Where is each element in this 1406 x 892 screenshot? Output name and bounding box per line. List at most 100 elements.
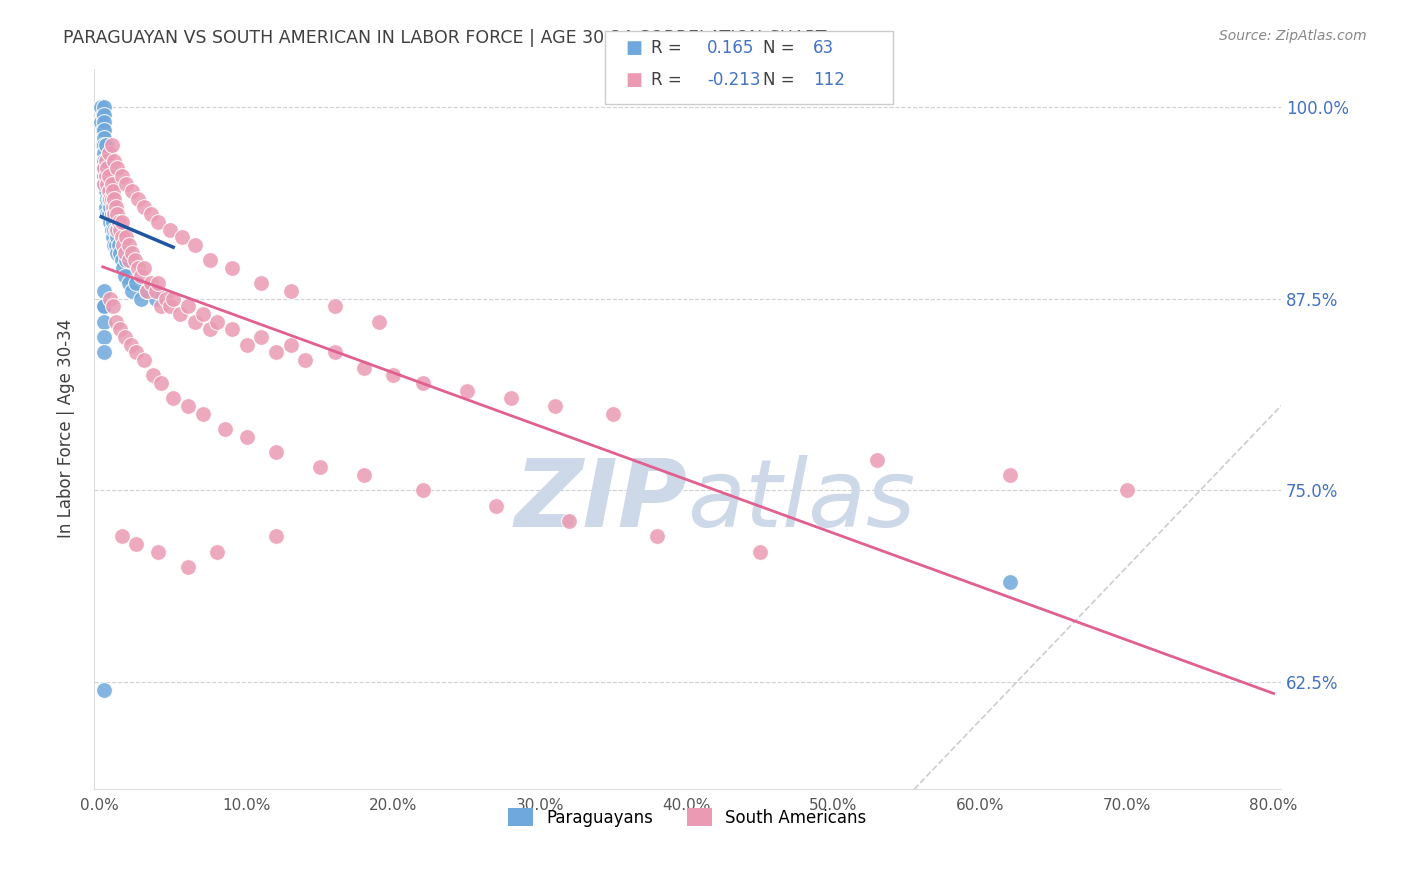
Point	[101, 230, 124, 244]
Point	[103, 207, 125, 221]
Point	[93, 153, 115, 168]
Point	[198, 253, 221, 268]
Point	[100, 177, 122, 191]
Point	[294, 352, 316, 367]
Point	[367, 314, 389, 328]
Point	[205, 314, 228, 328]
Point	[499, 391, 522, 405]
Point	[94, 138, 117, 153]
Point	[145, 292, 167, 306]
Point	[124, 253, 146, 268]
Point	[96, 192, 118, 206]
Point	[412, 376, 434, 390]
Point	[100, 222, 122, 236]
Point	[107, 161, 129, 176]
Point	[110, 245, 132, 260]
Point	[177, 399, 200, 413]
Point	[94, 184, 117, 198]
Point	[115, 230, 138, 244]
Point	[94, 200, 117, 214]
Point	[127, 192, 149, 206]
Point	[125, 345, 148, 359]
Point	[250, 330, 273, 344]
Point	[93, 123, 115, 137]
Point	[107, 207, 129, 221]
Point	[749, 544, 772, 558]
Point	[412, 483, 434, 498]
Point	[998, 575, 1021, 590]
Point	[129, 268, 152, 283]
Point	[100, 138, 122, 153]
Point	[93, 115, 115, 129]
Point	[101, 215, 124, 229]
Text: atlas: atlas	[688, 456, 915, 547]
Point	[97, 169, 120, 183]
Point	[1115, 483, 1137, 498]
Point	[94, 169, 117, 183]
Point	[97, 192, 120, 206]
Point	[103, 153, 125, 168]
Point	[148, 215, 170, 229]
Point	[125, 537, 148, 551]
Point	[602, 407, 624, 421]
Point	[111, 215, 134, 229]
Point	[141, 207, 163, 221]
Point	[121, 184, 143, 198]
Point	[93, 161, 115, 176]
Point	[150, 299, 173, 313]
Point	[101, 299, 124, 313]
Point	[96, 161, 118, 176]
Point	[141, 276, 163, 290]
Point	[162, 391, 184, 405]
Point	[280, 337, 302, 351]
Point	[485, 499, 508, 513]
Point	[866, 452, 889, 467]
Point	[177, 560, 200, 574]
Text: ZIP: ZIP	[515, 455, 688, 547]
Point	[114, 268, 136, 283]
Point	[93, 130, 115, 145]
Point	[280, 284, 302, 298]
Point	[93, 299, 115, 313]
Point	[107, 222, 129, 236]
Point	[184, 314, 207, 328]
Point	[90, 115, 112, 129]
Point	[98, 292, 121, 306]
Text: PARAGUAYAN VS SOUTH AMERICAN IN LABOR FORCE | AGE 30-34 CORRELATION CHART: PARAGUAYAN VS SOUTH AMERICAN IN LABOR FO…	[63, 29, 827, 46]
Point	[96, 177, 118, 191]
Point	[110, 222, 132, 236]
Point	[103, 222, 125, 236]
Point	[111, 230, 134, 244]
Point	[93, 161, 115, 176]
Point	[93, 177, 115, 191]
Point	[456, 384, 478, 398]
Point	[91, 138, 114, 153]
Point	[98, 192, 121, 206]
Point	[118, 253, 141, 268]
Point	[108, 238, 131, 252]
Point	[250, 276, 273, 290]
Point	[235, 429, 257, 443]
Point	[111, 253, 134, 268]
Point	[121, 245, 143, 260]
Point	[159, 299, 181, 313]
Point	[93, 177, 115, 191]
Text: R =: R =	[651, 71, 688, 89]
Point	[323, 299, 346, 313]
Point	[103, 238, 125, 252]
Point	[96, 177, 118, 191]
Point	[93, 682, 115, 697]
Point	[94, 169, 117, 183]
Point	[112, 260, 135, 275]
Point	[184, 238, 207, 252]
Point	[198, 322, 221, 336]
Point	[132, 200, 155, 214]
Point	[125, 276, 148, 290]
Point	[93, 138, 115, 153]
Point	[543, 399, 565, 413]
Point	[115, 253, 138, 268]
Point	[93, 284, 115, 298]
Point	[115, 177, 138, 191]
Point	[191, 307, 214, 321]
Text: 0.165: 0.165	[707, 39, 755, 57]
